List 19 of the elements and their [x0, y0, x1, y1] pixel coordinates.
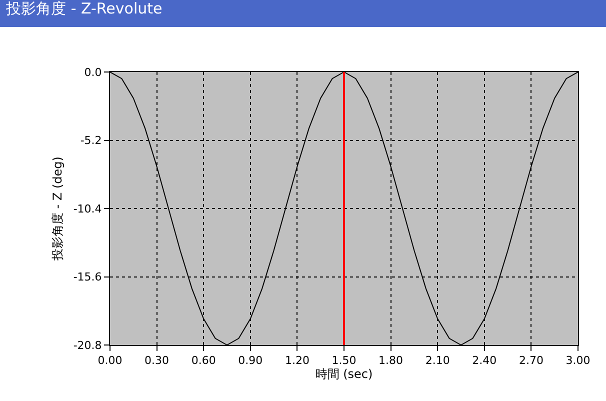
- x-axis-title: 時間 (sec): [315, 367, 373, 382]
- y-tick-label: -5.2: [80, 134, 102, 148]
- x-tick-label: 1.20: [284, 354, 310, 368]
- x-tick-label: 0.00: [98, 354, 122, 368]
- x-tick-label: 2.40: [472, 354, 497, 368]
- x-tick-label: 1.80: [378, 354, 404, 368]
- y-tick-label: -20.8: [73, 338, 102, 352]
- y-tick-label: -10.4: [73, 202, 102, 216]
- y-axis-title: 投影角度 - Z (deg): [50, 156, 65, 262]
- x-tick-label: 0.60: [191, 354, 216, 368]
- x-tick-label: 0.30: [144, 354, 170, 368]
- x-tick-label: 1.50: [332, 354, 356, 368]
- y-tick-label: 0.0: [84, 66, 102, 79]
- x-tick-label: 2.70: [518, 354, 544, 368]
- x-tick-label: 3.00: [566, 354, 590, 368]
- y-tick-label: -15.6: [73, 270, 102, 284]
- x-tick-label: 2.10: [425, 354, 450, 368]
- x-tick-label: 0.90: [238, 354, 263, 368]
- chart-title: 投影角度 - Z-Revolute: [5, 0, 162, 18]
